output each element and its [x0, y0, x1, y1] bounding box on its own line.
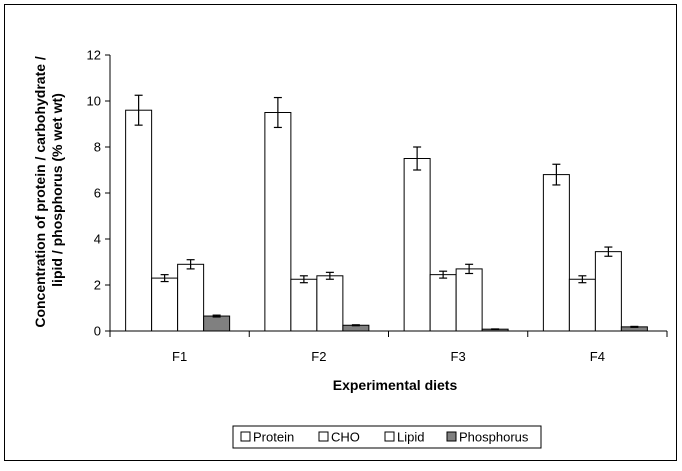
y-tick-label: 6 — [94, 186, 101, 201]
legend-swatch-phosphorus — [446, 431, 457, 442]
x-tick-label: F2 — [311, 349, 326, 364]
legend-label-phosphorus: Phosphorus — [459, 430, 529, 445]
y-axis-title: Concentration of protein / carbohydrate … — [32, 52, 65, 327]
legend-label-cho: CHO — [331, 430, 360, 445]
bars — [125, 94, 648, 332]
bar-protein-f3 — [403, 158, 431, 332]
bar-lipid-f2 — [316, 275, 344, 332]
bar-protein-f2 — [264, 112, 292, 332]
legend-swatch-cho — [318, 431, 329, 442]
x-tick-label: F3 — [451, 349, 466, 364]
y-tick-label: 8 — [94, 140, 101, 155]
legend: Protein CHO Lipid Phosphorus — [232, 425, 542, 449]
y-tick-label: 2 — [94, 278, 101, 293]
x-axis-title: Experimental diets — [333, 377, 458, 393]
legend-swatch-protein — [240, 431, 251, 442]
bar-lipid-f4 — [594, 251, 622, 332]
y-tick-label: 10 — [87, 94, 101, 109]
x-tick-label: F4 — [590, 349, 605, 364]
labels: Experimental diets Concentration of prot… — [32, 52, 458, 393]
y-axis-title-line-2: lipid / phosphorus (% wet wt) — [49, 93, 65, 287]
bar-lipid-f3 — [455, 268, 483, 332]
y-axis-title-line-1: Concentration of protein / carbohydrate … — [32, 56, 48, 328]
y-tick-label: 12 — [87, 48, 101, 63]
x-tick-label: F1 — [172, 349, 187, 364]
y-tick-label: 4 — [94, 232, 101, 247]
bar-cho-f4 — [568, 278, 596, 332]
bar-cho-f3 — [429, 274, 457, 332]
bar-phosphorus-f1 — [203, 315, 231, 332]
bar-cho-f2 — [290, 278, 318, 332]
bar-cho-f1 — [151, 277, 179, 332]
y-tick-label: 0 — [94, 324, 101, 339]
bar-lipid-f1 — [177, 263, 205, 332]
legend-label-protein: Protein — [253, 430, 294, 445]
legend-swatch-lipid — [384, 431, 395, 442]
bar-protein-f4 — [542, 174, 570, 332]
bar-protein-f1 — [125, 109, 153, 332]
legend-label-lipid: Lipid — [397, 430, 424, 445]
